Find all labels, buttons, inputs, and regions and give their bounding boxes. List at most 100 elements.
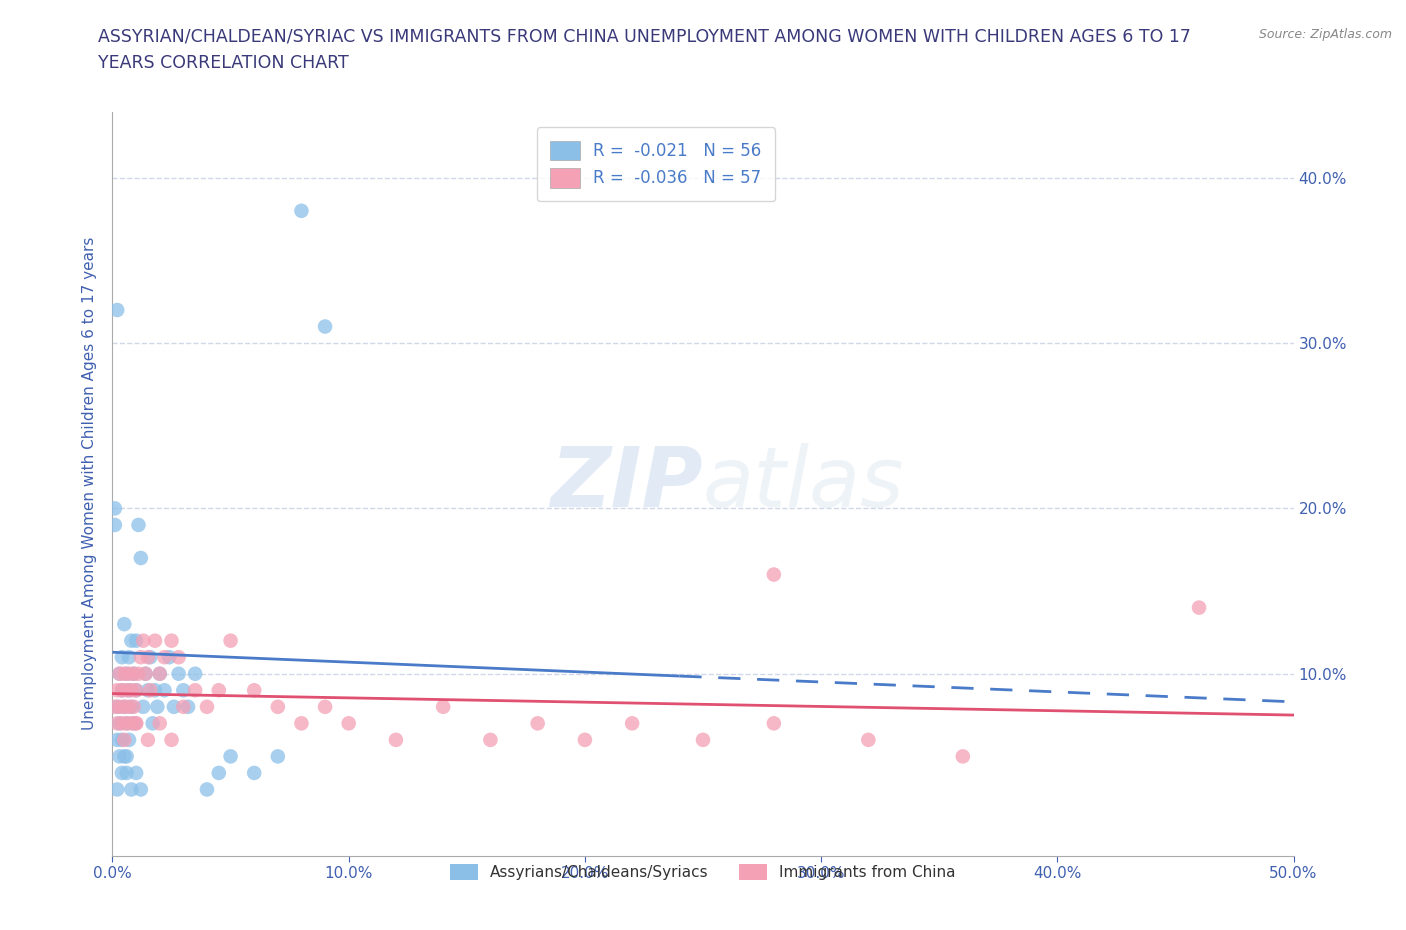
Point — [149, 666, 172, 681]
Point — [115, 765, 138, 780]
Point — [184, 666, 207, 681]
Point — [125, 716, 148, 731]
Point — [267, 749, 290, 764]
Point — [122, 716, 145, 731]
Point — [195, 699, 218, 714]
Point — [146, 699, 169, 714]
Point — [108, 716, 131, 731]
Legend: Assyrians/Chaldeans/Syriacs, Immigrants from China: Assyrians/Chaldeans/Syriacs, Immigrants … — [439, 852, 967, 893]
Point — [120, 716, 142, 731]
Point — [314, 699, 336, 714]
Point — [139, 650, 162, 665]
Point — [112, 733, 135, 748]
Point — [692, 733, 714, 748]
Point — [111, 765, 134, 780]
Point — [105, 302, 128, 317]
Point — [219, 633, 242, 648]
Point — [142, 716, 165, 731]
Point — [112, 749, 135, 764]
Point — [172, 699, 194, 714]
Point — [112, 617, 135, 631]
Y-axis label: Unemployment Among Women with Children Ages 6 to 17 years: Unemployment Among Women with Children A… — [82, 237, 97, 730]
Point — [132, 633, 155, 648]
Point — [177, 699, 200, 714]
Point — [167, 650, 190, 665]
Point — [118, 650, 141, 665]
Point — [163, 699, 186, 714]
Point — [105, 733, 128, 748]
Text: ASSYRIAN/CHALDEAN/SYRIAC VS IMMIGRANTS FROM CHINA UNEMPLOYMENT AMONG WOMEN WITH : ASSYRIAN/CHALDEAN/SYRIAC VS IMMIGRANTS F… — [98, 28, 1191, 73]
Point — [111, 733, 134, 748]
Point — [120, 782, 142, 797]
Point — [172, 683, 194, 698]
Point — [105, 699, 128, 714]
Point — [108, 699, 131, 714]
Point — [112, 699, 135, 714]
Point — [105, 782, 128, 797]
Point — [120, 683, 142, 698]
Point — [858, 733, 880, 748]
Point — [127, 666, 149, 681]
Point — [104, 517, 127, 532]
Point — [125, 683, 148, 698]
Point — [337, 716, 360, 731]
Point — [1188, 600, 1211, 615]
Point — [314, 319, 336, 334]
Point — [157, 650, 180, 665]
Point — [762, 716, 785, 731]
Point — [195, 782, 218, 797]
Point — [243, 683, 266, 698]
Point — [574, 733, 596, 748]
Point — [129, 782, 152, 797]
Point — [122, 699, 145, 714]
Point — [111, 716, 134, 731]
Point — [122, 666, 145, 681]
Text: atlas: atlas — [703, 443, 904, 525]
Point — [136, 683, 159, 698]
Point — [115, 683, 138, 698]
Point — [139, 683, 162, 698]
Point — [208, 765, 231, 780]
Point — [136, 650, 159, 665]
Point — [125, 765, 148, 780]
Point — [118, 699, 141, 714]
Point — [104, 501, 127, 516]
Point — [432, 699, 454, 714]
Point — [111, 683, 134, 698]
Point — [122, 666, 145, 681]
Text: ZIP: ZIP — [550, 443, 703, 525]
Point — [108, 666, 131, 681]
Point — [290, 204, 312, 219]
Point — [120, 699, 142, 714]
Point — [243, 765, 266, 780]
Point — [125, 716, 148, 731]
Point — [267, 699, 290, 714]
Point — [108, 666, 131, 681]
Point — [111, 650, 134, 665]
Point — [208, 683, 231, 698]
Point — [132, 699, 155, 714]
Point — [290, 716, 312, 731]
Point — [160, 733, 183, 748]
Point — [526, 716, 548, 731]
Point — [111, 683, 134, 698]
Point — [118, 733, 141, 748]
Point — [125, 683, 148, 698]
Point — [115, 749, 138, 764]
Point — [125, 633, 148, 648]
Point — [153, 650, 176, 665]
Point — [104, 699, 127, 714]
Point — [621, 716, 644, 731]
Point — [143, 683, 166, 698]
Point — [105, 683, 128, 698]
Point — [135, 666, 157, 681]
Point — [120, 633, 142, 648]
Point — [762, 567, 785, 582]
Point — [184, 683, 207, 698]
Point — [129, 650, 152, 665]
Point — [149, 716, 172, 731]
Point — [385, 733, 408, 748]
Point — [115, 716, 138, 731]
Point — [149, 666, 172, 681]
Point — [143, 633, 166, 648]
